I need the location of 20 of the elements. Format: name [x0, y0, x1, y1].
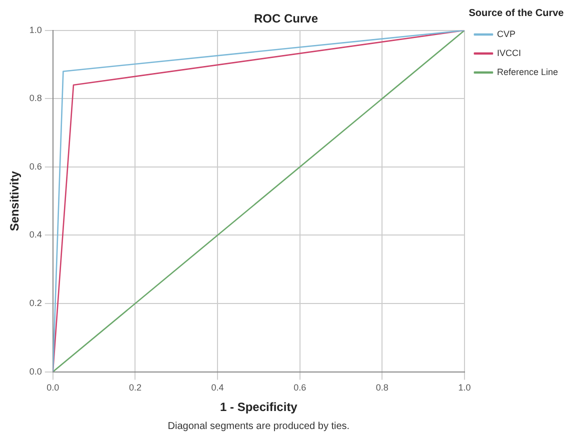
- y-tick-label: 0.2: [29, 298, 42, 308]
- legend-label: Reference Line: [496, 66, 558, 77]
- y-tick-label: 0.4: [29, 230, 42, 240]
- x-axis-title: 1 - Specificity: [220, 400, 298, 414]
- legend-label: IVCCI: [496, 48, 521, 58]
- x-tick-label: 0.2: [128, 382, 142, 393]
- legend-title: Source of the Curve: [468, 8, 564, 19]
- x-tick-label: 0.4: [211, 382, 224, 393]
- text: Diagonal segments are produced by ties.: [168, 421, 350, 432]
- y-tick-label: 1.0: [29, 24, 42, 35]
- x-tick-label: 0.0: [46, 382, 60, 393]
- y-tick-label: 0.6: [29, 161, 42, 172]
- y-tick-label: 0.8: [29, 93, 42, 104]
- y-tick-label: 0.0: [29, 366, 42, 376]
- x-tick-label: 0.6: [294, 382, 306, 393]
- chart-title: ROC Curve: [254, 12, 318, 26]
- legend-label: CVP: [496, 28, 516, 39]
- x-tick-label: 0.8: [376, 382, 388, 393]
- y-axis-title: Sensitivity: [8, 170, 22, 232]
- x-tick-label: 1.0: [458, 382, 471, 393]
